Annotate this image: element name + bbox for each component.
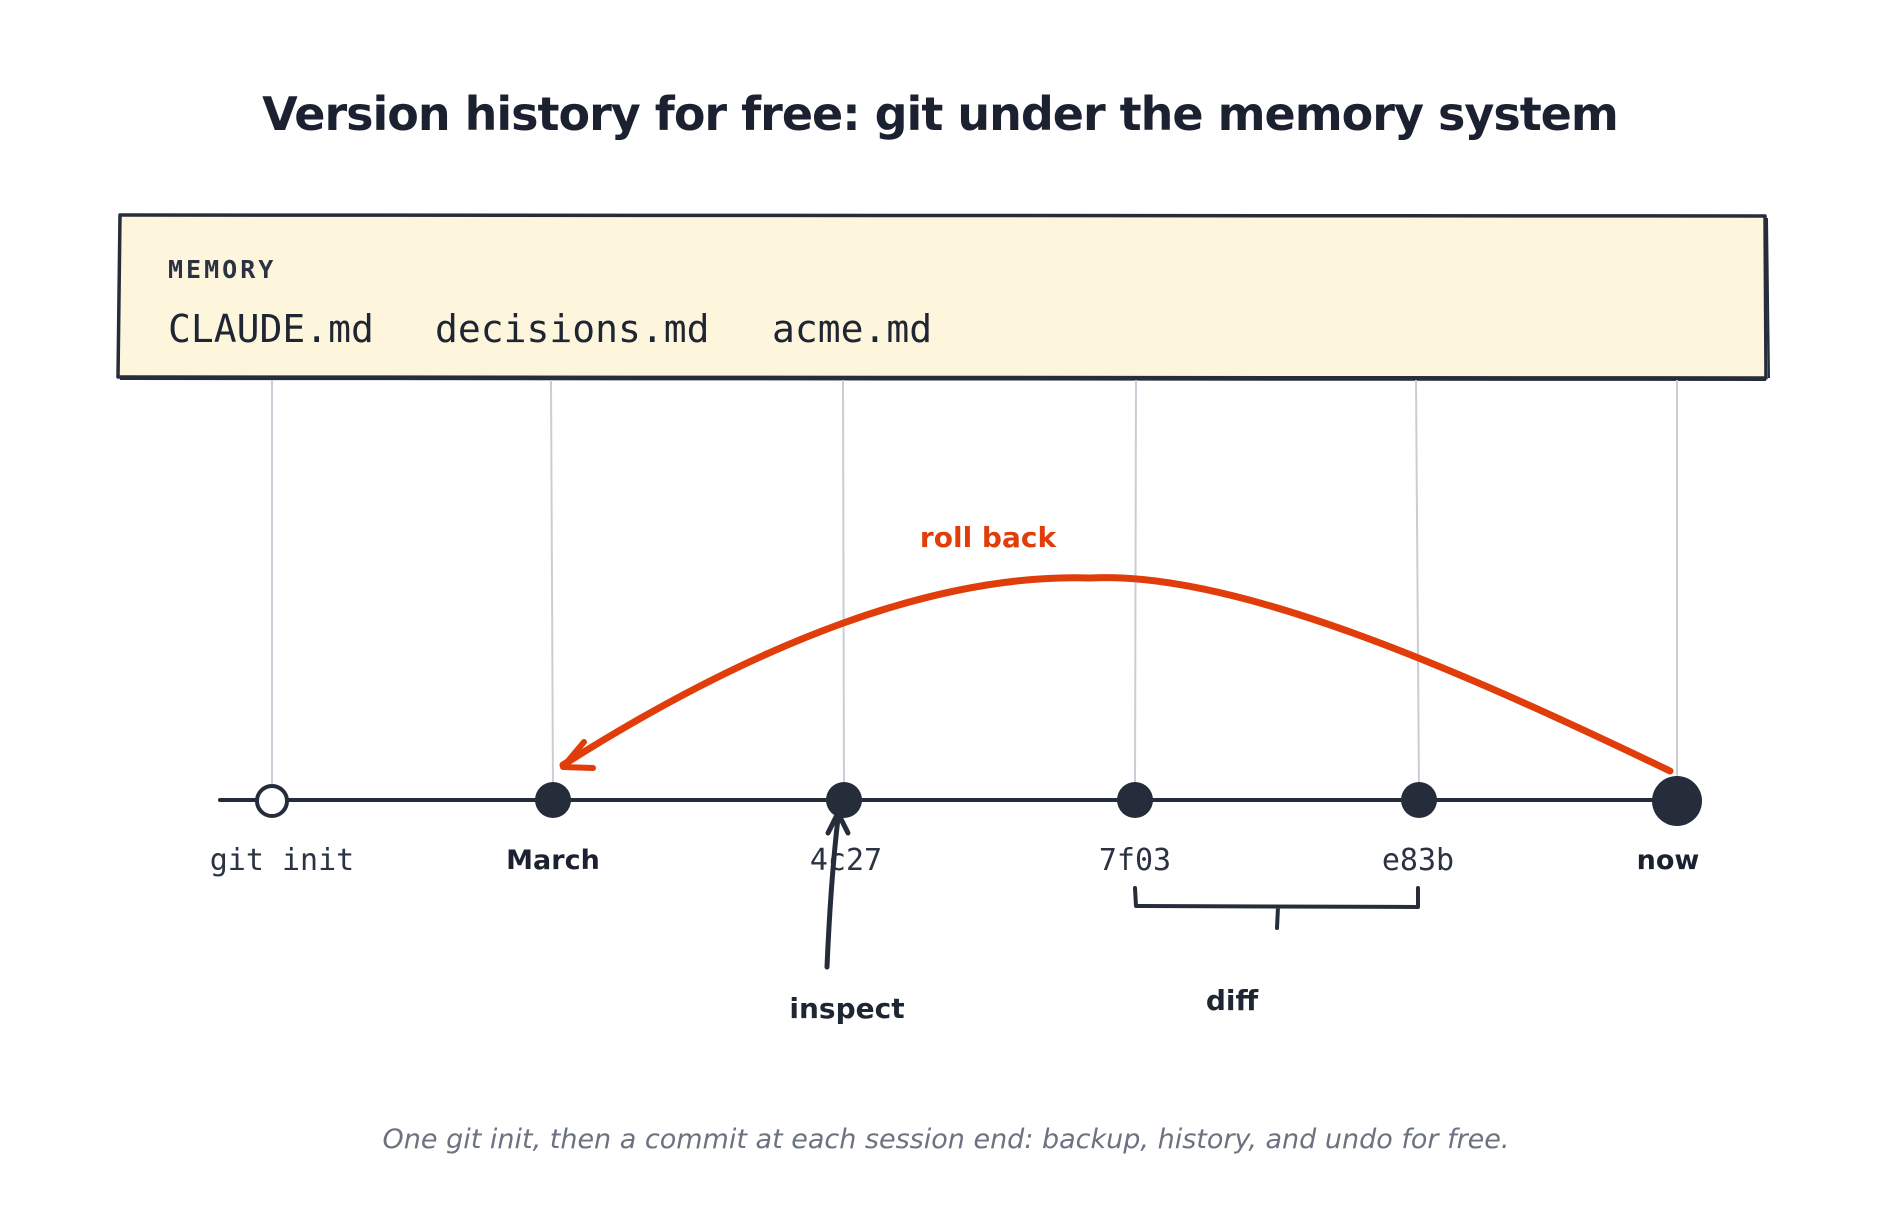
memory-heading: MEMORY <box>168 255 276 284</box>
commit-label-4c27: 4c27 <box>810 843 882 878</box>
diff-label: diff <box>1206 984 1259 1017</box>
commit-markers <box>255 776 1702 826</box>
commit-label-git-init: git init <box>210 843 355 878</box>
figure-caption: One git init, then a commit at each sess… <box>383 1124 1510 1155</box>
diagram-title: Version history for free: git under the … <box>262 87 1618 141</box>
connector-march <box>550 379 554 791</box>
commit-labels: git init March 4c27 7f03 e83b now <box>210 843 1700 878</box>
connector-4c27 <box>842 379 845 791</box>
inspect-annotation: inspect <box>789 810 905 1025</box>
commit-marker-e83b <box>1401 782 1437 818</box>
memory-file-decisions: decisions.md <box>435 307 710 351</box>
commit-marker-7f03 <box>1117 782 1153 818</box>
commit-label-march: March <box>506 845 600 876</box>
connector-e83b <box>1415 379 1420 791</box>
memory-file-acme: acme.md <box>772 307 932 351</box>
commit-marker-now <box>1652 776 1702 826</box>
roll-back-label: roll back <box>920 521 1058 554</box>
roll-back-annotation: roll back <box>559 521 1674 775</box>
inspect-arrowhead <box>825 810 851 836</box>
commit-label-now: now <box>1637 845 1700 876</box>
commit-marker-git-init <box>255 784 289 818</box>
commit-label-e83b: e83b <box>1382 843 1454 878</box>
memory-file-claude: CLAUDE.md <box>168 307 374 351</box>
memory-box: MEMORY CLAUDE.md decisions.md acme.md <box>116 213 1770 381</box>
connector-7f03 <box>1134 379 1137 791</box>
commit-marker-march <box>535 782 571 818</box>
roll-back-arrowhead <box>560 739 596 771</box>
commit-label-7f03: 7f03 <box>1099 843 1171 878</box>
commit-connectors <box>271 379 1678 791</box>
memory-box-frame <box>116 213 1768 380</box>
diff-bracket <box>1133 886 1420 930</box>
inspect-label: inspect <box>789 992 904 1025</box>
inspect-arrow <box>824 815 841 970</box>
memory-box-shadow-edge <box>119 217 1770 381</box>
roll-back-arrow <box>559 574 1674 775</box>
commit-marker-4c27 <box>826 782 862 818</box>
diff-annotation: diff <box>1133 886 1420 1017</box>
